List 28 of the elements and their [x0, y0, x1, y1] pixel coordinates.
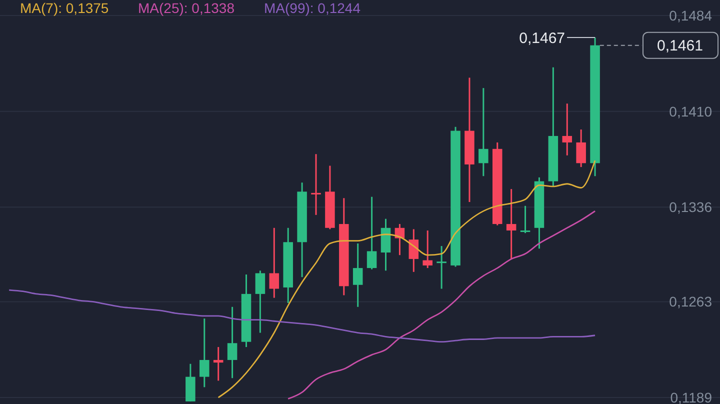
candlestick [366, 196, 377, 270]
candlestick [562, 102, 572, 156]
text: MA(25): 0,1338 [138, 0, 235, 16]
candlestick [576, 128, 586, 168]
y-tick-label: 0,1336 [669, 199, 712, 216]
candlestick [520, 205, 530, 234]
candlestick [422, 230, 432, 269]
candlestick [200, 318, 210, 388]
line-series [8, 289, 596, 343]
candlestick [227, 306, 238, 379]
candlestick [269, 227, 280, 299]
candlestick [478, 87, 488, 177]
candlestick [255, 270, 266, 334]
y-tick-label: 0,1189 [670, 389, 712, 404]
line-series [287, 210, 596, 400]
candlestick [506, 188, 516, 260]
text: MA(99): 0,1244 [264, 0, 361, 16]
y-tick-label: 0,1410 [669, 103, 712, 120]
y-tick-label: 0,1263 [669, 294, 712, 310]
y-tick-label: 0,1484 [669, 7, 712, 24]
candlestick [352, 242, 363, 308]
candlestick [213, 346, 224, 382]
text: MA(7): 0,1375 [20, 0, 109, 16]
candlestick [311, 153, 321, 216]
ref-line-label: 0,1461 [657, 38, 703, 55]
annotation: 0,1467 [519, 30, 566, 47]
line-series [218, 160, 596, 398]
candlestick [436, 245, 446, 290]
